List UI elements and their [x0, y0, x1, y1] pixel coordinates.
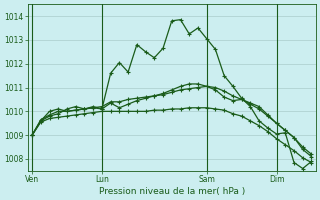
- X-axis label: Pression niveau de la mer( hPa ): Pression niveau de la mer( hPa ): [99, 187, 245, 196]
